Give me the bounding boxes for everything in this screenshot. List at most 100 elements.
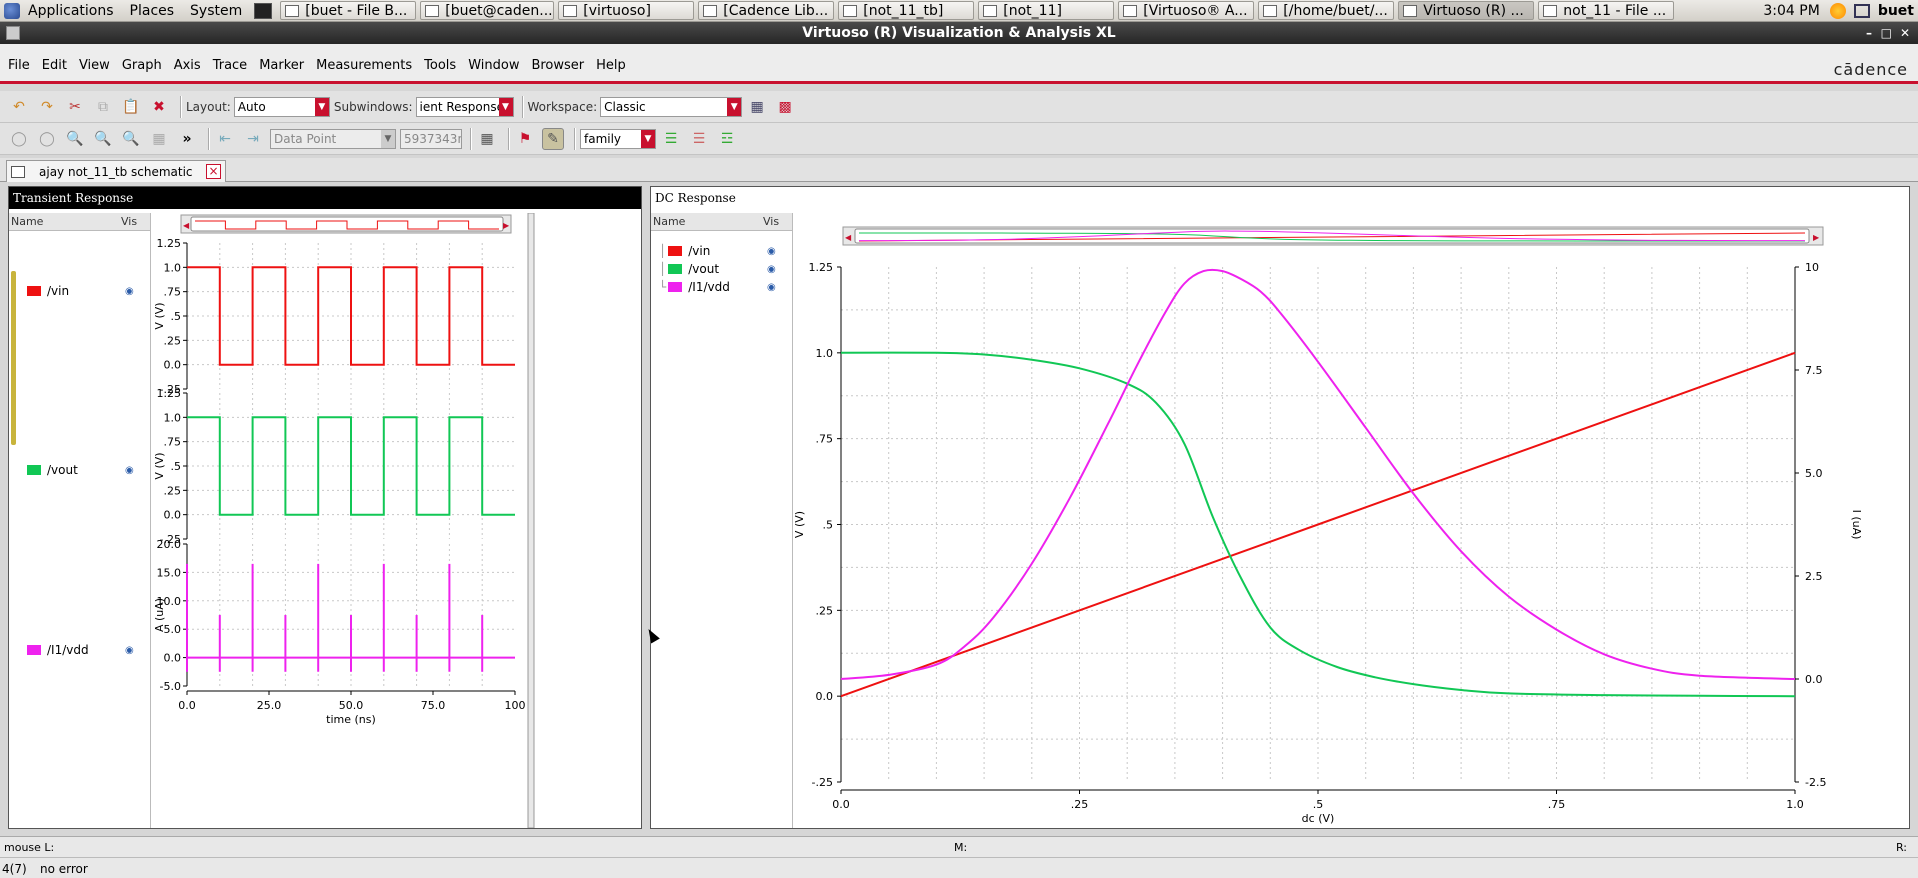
marker-type-select[interactable]: Data Point ▼	[270, 128, 396, 149]
delete-workspace-icon[interactable]: ▩	[778, 98, 792, 115]
cut-icon[interactable]: ✂	[69, 98, 81, 115]
layout-select[interactable]: Auto ▼	[233, 96, 330, 117]
maximize-icon[interactable]: □	[1880, 26, 1892, 40]
menu-browser[interactable]: Browser	[531, 58, 585, 73]
signal-name: /vout	[47, 463, 78, 477]
marker-flag-icon[interactable]: ⚑	[518, 130, 532, 147]
menu-system[interactable]: System	[190, 2, 243, 19]
record-icon[interactable]: ◯	[39, 130, 55, 147]
taskbar-task[interactable]: not_11 - File ...	[1538, 1, 1675, 20]
marker-next-icon[interactable]: ⇥	[247, 130, 259, 147]
taskbar-task[interactable]: [Virtuoso® A...	[1118, 1, 1255, 20]
paste-icon[interactable]: 📋	[122, 98, 140, 115]
legend-item-vout[interactable]: │ /vout ◉	[651, 261, 792, 277]
family-spread-icon[interactable]: ☰	[664, 130, 678, 147]
undo-icon[interactable]: ↶	[13, 98, 25, 115]
menu-places[interactable]: Places	[129, 2, 175, 19]
apps-icon[interactable]	[4, 2, 20, 19]
legend-item-vin[interactable]: │ /vin ◉	[651, 243, 792, 259]
y-tick-label: 1.0	[164, 261, 182, 274]
family-select[interactable]: family ▼	[580, 128, 656, 149]
stop-icon[interactable]: ◯	[11, 130, 27, 147]
task-label: [Virtuoso® A...	[1143, 2, 1248, 19]
user-menu[interactable]: buet	[1877, 2, 1914, 19]
toolbar-overflow-chevron[interactable]: »	[182, 130, 192, 147]
family-value: family	[584, 131, 622, 146]
zoom-box-icon[interactable]: ▦	[152, 130, 166, 147]
zoom-fit-icon[interactable]: 🔍	[66, 130, 84, 147]
menu-edit[interactable]: Edit	[41, 58, 67, 73]
chevron-down-icon[interactable]: ▼	[498, 97, 513, 116]
clock[interactable]: 3:04 PM	[1763, 2, 1820, 19]
close-window-icon[interactable]: ✕	[1899, 26, 1910, 40]
delete-icon[interactable]: ✖	[153, 98, 165, 115]
tree-line: │	[659, 262, 667, 276]
taskbar-task[interactable]: [buet - File B...	[280, 1, 417, 20]
menu-trace[interactable]: Trace	[212, 58, 248, 73]
marker-value-input[interactable]: 5937343n	[400, 128, 462, 149]
menu-help[interactable]: Help	[596, 58, 626, 73]
terminal-launcher-icon[interactable]	[254, 2, 273, 19]
zoom-out-icon[interactable]: 🔍	[122, 130, 140, 147]
chevron-down-icon[interactable]: ▼	[314, 97, 329, 116]
menu-axis[interactable]: Axis	[173, 58, 201, 73]
taskbar-task[interactable]: [not_11]	[978, 1, 1115, 20]
legend-item-vdd[interactable]: /I1/vdd ◉	[9, 642, 150, 658]
transient-subwindow[interactable]: Transient Response Name Vis /vin ◉ /vout…	[8, 186, 642, 829]
eye-icon[interactable]: ◉	[767, 281, 776, 293]
calculator-icon[interactable]: ▦	[480, 130, 494, 147]
signal-name: /vout	[688, 262, 720, 276]
eye-icon[interactable]: ◉	[767, 263, 776, 275]
workspace-select[interactable]: Classic ▼	[600, 96, 743, 117]
menu-marker[interactable]: Marker	[259, 58, 305, 73]
subwindows-select[interactable]: ient Response ▼	[415, 96, 514, 117]
legend-item-vout[interactable]: /vout ◉	[9, 462, 150, 478]
menu-applications[interactable]: Applications	[28, 2, 114, 19]
marker-prev-icon[interactable]: ⇤	[219, 130, 231, 147]
menu-tools[interactable]: Tools	[424, 58, 457, 73]
copy-icon[interactable]: ⧉	[98, 98, 108, 115]
task-label: [buet - File B...	[305, 2, 408, 19]
minimize-icon[interactable]: –	[1866, 26, 1872, 40]
close-tab-icon[interactable]: ×	[206, 164, 221, 179]
chevron-down-icon[interactable]: ▼	[641, 129, 655, 148]
eye-icon[interactable]: ◉	[767, 245, 776, 257]
window-menu-icon[interactable]	[6, 26, 20, 40]
tab-schematic[interactable]: ajay not_11_tb schematic ×	[6, 160, 226, 182]
transient-plot[interactable]: ◀ ▶ 1.25 1.0 .75 .5 .25 0.0 -.25 V (V) 1.25 1.0 .75.…	[151, 213, 641, 828]
redo-icon[interactable]: ↷	[41, 98, 53, 115]
family-split-icon[interactable]: ☲	[720, 130, 734, 147]
legend-item-vdd[interactable]: └ /I1/vdd ◉	[651, 279, 792, 295]
subwindows-value: ient Response	[419, 99, 504, 114]
y-tick-label: .5	[171, 460, 182, 473]
dc-plot[interactable]: ◀ ▶ 1.25 1.0 .75 .5 .25 0.0 -.25 10 7.5 5.0 2.5 0.0 -2…	[793, 213, 1909, 828]
legend-item-vin[interactable]: /vin ◉	[9, 283, 150, 299]
window-icon	[703, 4, 718, 17]
taskbar-task[interactable]: [/home/buet/...	[1258, 1, 1395, 20]
menu-measurements[interactable]: Measurements	[316, 58, 413, 73]
taskbar-task[interactable]: [buet@caden...	[420, 1, 555, 20]
network-icon[interactable]	[1853, 3, 1870, 18]
taskbar-task[interactable]: [Cadence Lib...	[698, 1, 835, 20]
family-overlay-icon[interactable]: ☰	[692, 130, 706, 147]
legend-scroll-handle[interactable]	[11, 271, 16, 445]
eye-icon[interactable]: ◉	[125, 285, 134, 297]
update-notifier-icon[interactable]	[1829, 2, 1846, 19]
eye-icon[interactable]: ◉	[125, 464, 134, 476]
chevron-down-icon[interactable]: ▼	[381, 129, 395, 148]
eye-icon[interactable]: ◉	[125, 644, 134, 656]
menu-window[interactable]: Window	[468, 58, 520, 73]
taskbar-task[interactable]: [virtuoso]	[558, 1, 695, 20]
mouse-l-label: mouse L:	[4, 841, 55, 854]
info-balloon-icon[interactable]: ✎	[542, 127, 564, 150]
chevron-down-icon[interactable]: ▼	[727, 97, 742, 116]
save-workspace-icon[interactable]: ▦	[750, 98, 764, 115]
menu-view[interactable]: View	[78, 58, 110, 73]
menu-file[interactable]: File	[8, 58, 30, 73]
taskbar-task[interactable]: [not_11_tb]	[838, 1, 975, 20]
toolbar-separator	[208, 127, 210, 150]
menu-graph[interactable]: Graph	[121, 58, 162, 73]
dc-subwindow[interactable]: DC Response Name Vis │ /vin ◉ │ /vout ◉ …	[650, 186, 1910, 829]
taskbar-task[interactable]: Virtuoso (R) ...	[1398, 1, 1535, 20]
zoom-in-icon[interactable]: 🔍	[94, 130, 112, 147]
